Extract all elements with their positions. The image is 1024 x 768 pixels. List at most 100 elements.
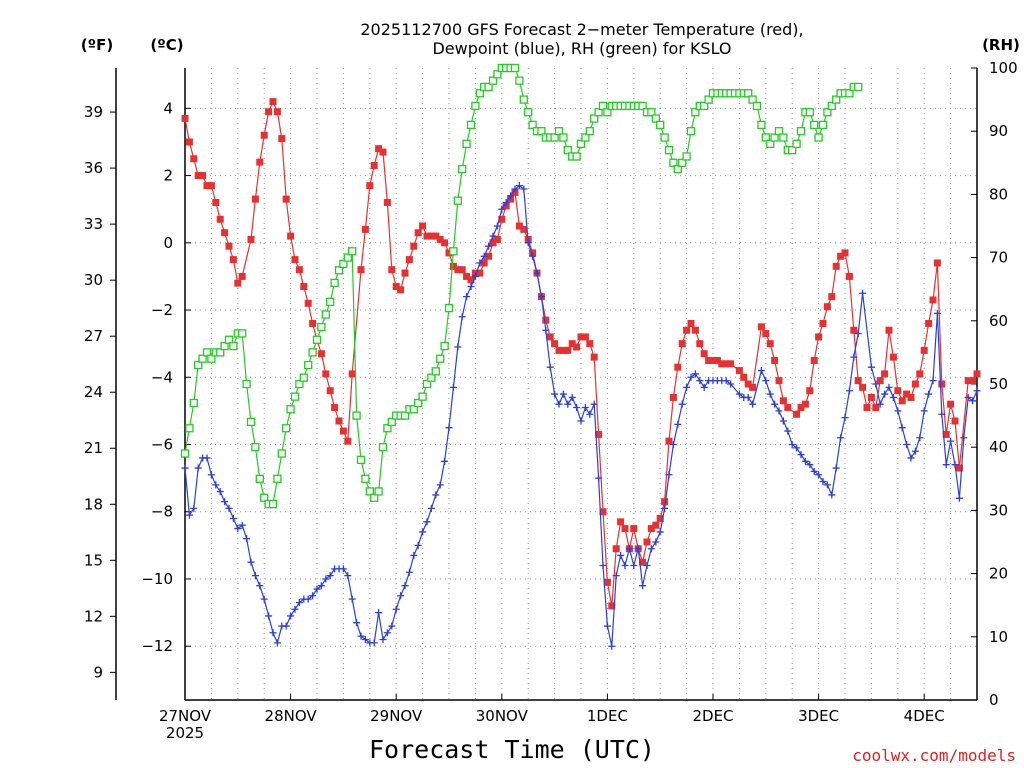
temperature-point	[467, 276, 475, 284]
temperature-point	[199, 172, 207, 180]
temperature-point	[392, 283, 400, 291]
temperature-point	[801, 400, 809, 408]
dewpoint-point	[678, 400, 686, 408]
temperature-point	[652, 521, 660, 529]
temperature-point	[793, 410, 801, 418]
dewpoint-point	[555, 400, 563, 408]
dewpoint-point	[788, 441, 796, 449]
temperature-point	[678, 340, 686, 348]
rh-point	[365, 487, 374, 496]
rh-point	[290, 392, 300, 401]
temperature-point	[485, 252, 493, 260]
dewpoint-point	[573, 404, 581, 412]
dewpoint-point	[661, 504, 669, 512]
fahrenheit-tick-label: 36	[84, 159, 103, 177]
x-tick-label: 3DEC	[798, 707, 839, 725]
rh-point	[422, 379, 432, 389]
dewpoint-point	[427, 504, 435, 512]
temperature-point	[366, 182, 374, 190]
dewpoint-point	[471, 272, 479, 280]
rh-tick-label: 60	[989, 312, 1008, 330]
rh-point	[449, 247, 458, 256]
dewpoint-point	[674, 420, 682, 428]
temperature-point	[269, 98, 277, 106]
dewpoint-point	[388, 622, 396, 630]
dewpoint-point	[845, 387, 853, 395]
dewpoint-point	[925, 390, 933, 398]
temperature-point	[212, 198, 220, 206]
rh-point	[475, 89, 484, 98]
temperature-point	[819, 319, 827, 327]
rh-tick-label: 100	[989, 59, 1018, 77]
dewpoint-point	[960, 434, 968, 442]
dewpoint-point	[955, 494, 963, 502]
temperature-point	[229, 256, 237, 264]
dewpoint-point	[757, 367, 765, 375]
rh-point	[466, 120, 476, 130]
x-tick-label: 1DEC	[587, 707, 628, 725]
rh-tick-label: 0	[989, 691, 999, 709]
dewpoint-point	[603, 622, 611, 630]
dewpoint-point	[929, 377, 937, 385]
rh-point	[260, 493, 269, 502]
temperature-point	[190, 155, 198, 163]
temperature-point	[335, 417, 343, 425]
rh-point	[700, 101, 709, 111]
temperature-point	[872, 404, 880, 412]
rh-point	[312, 335, 322, 344]
dewpoint-point	[467, 283, 475, 291]
series-dewpoint	[181, 182, 981, 650]
temperature-point	[414, 229, 422, 237]
temperature-point	[388, 266, 396, 274]
fahrenheit-unit-label: (ºF)	[81, 36, 113, 54]
temperature-point	[458, 266, 466, 274]
rh-point	[321, 310, 330, 319]
dewpoint-point	[511, 185, 519, 193]
rh-point	[757, 120, 766, 130]
dewpoint-point	[683, 383, 691, 391]
rh-point	[827, 101, 836, 111]
dewpoint-point	[854, 330, 862, 338]
dewpoint-point	[964, 393, 972, 401]
rh-tick-label: 80	[989, 185, 1008, 203]
rh-point	[559, 133, 568, 142]
dewpoint-point	[885, 383, 893, 391]
dewpoint-point	[485, 242, 493, 250]
temperature-point	[674, 363, 682, 371]
dewpoint-point	[458, 313, 466, 321]
rh-point	[537, 127, 546, 136]
rh-point	[770, 133, 779, 142]
rh-point	[414, 398, 423, 408]
dewpoint-point	[260, 595, 268, 603]
temperature-point	[933, 259, 941, 267]
dewpoint-point	[423, 518, 431, 526]
temperature-point	[317, 350, 325, 358]
dewpoint-point	[779, 417, 787, 425]
rh-point	[761, 133, 770, 142]
rh-point	[488, 76, 498, 85]
rh-point	[444, 304, 454, 313]
dewpoint-point	[392, 605, 400, 613]
rh-point	[453, 196, 462, 205]
dewpoint-point	[881, 390, 889, 398]
dewpoint-point	[313, 585, 321, 593]
dewpoint-point	[568, 393, 576, 401]
rh-point	[282, 424, 291, 433]
rh-point	[651, 114, 660, 123]
x-tick-sublabel: 2025	[166, 724, 204, 742]
dewpoint-point	[969, 397, 977, 405]
temperature-point	[700, 350, 708, 358]
rh-point	[590, 114, 599, 123]
dewpoint-point	[938, 410, 946, 418]
x-tick-label: 2DEC	[692, 707, 733, 725]
rh-point	[462, 139, 471, 148]
temperature-point	[815, 333, 823, 341]
tick-labels: 420−2−4−6−8−10−1239363330272421181512910…	[84, 59, 1018, 742]
dewpoint-point	[797, 451, 805, 459]
temperature-point	[603, 578, 611, 586]
temperature-point	[612, 545, 620, 553]
rh-point	[805, 108, 814, 117]
axes	[110, 67, 978, 701]
dewpoint-point	[634, 545, 642, 553]
temperature-point	[542, 316, 550, 324]
